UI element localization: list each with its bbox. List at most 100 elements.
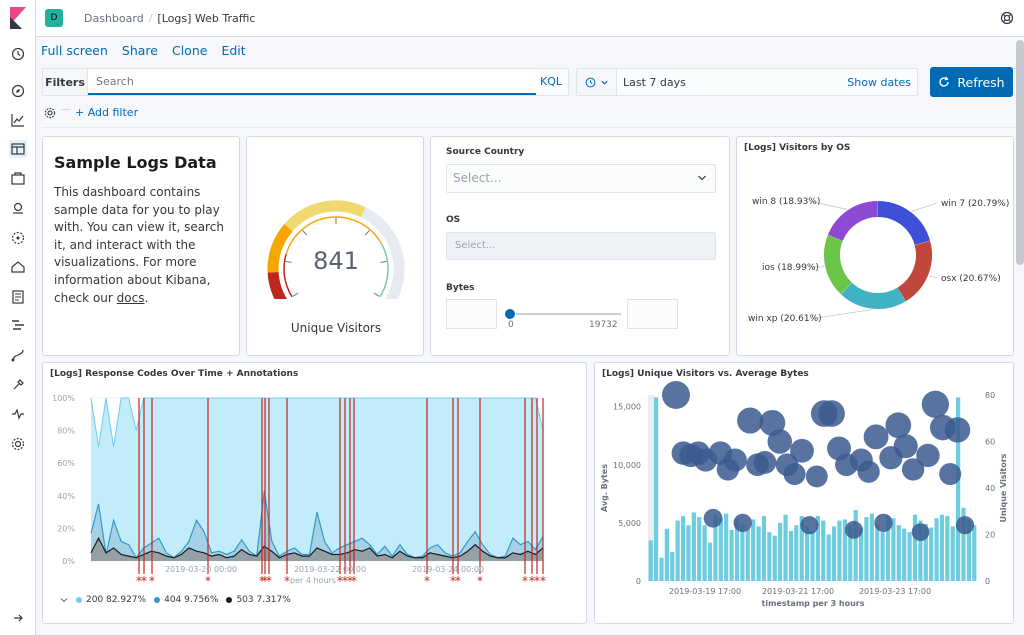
y-right-tick: 20 [985, 531, 995, 540]
search-input[interactable] [88, 69, 536, 95]
bar [945, 515, 950, 581]
share-button[interactable]: Share [121, 43, 158, 58]
bar [875, 524, 880, 581]
add-filter-button[interactable]: + Add filter [75, 106, 139, 119]
edit-button[interactable]: Edit [221, 43, 246, 58]
help-icon[interactable] [1000, 11, 1014, 25]
y-tick-label: 0% [62, 557, 75, 566]
annotation-marker: * [522, 574, 528, 588]
donut-leader [808, 309, 872, 320]
maps-icon[interactable] [9, 199, 27, 217]
ml-icon[interactable] [9, 229, 27, 247]
bar [918, 520, 923, 581]
logs-icon[interactable] [9, 288, 27, 306]
bar [783, 514, 788, 581]
breadcrumb-separator: / [148, 12, 153, 25]
donut-leader [928, 275, 938, 279]
annotation-marker: * [342, 574, 348, 588]
bar [648, 540, 653, 581]
markdown-text: This dashboard contains sample data for … [54, 185, 224, 305]
legend-label: 503 7.317% [236, 595, 291, 605]
slider-min-label: 0 [508, 320, 514, 330]
bar [702, 525, 707, 581]
bar [966, 520, 972, 581]
chevron-down-icon [698, 175, 706, 181]
bytes-slider-thumb[interactable] [504, 308, 516, 320]
y-left-tick: 10,000 [613, 461, 641, 470]
bar [858, 527, 864, 581]
bar [670, 551, 675, 581]
recently-viewed-icon[interactable] [9, 45, 27, 63]
dev-tools-icon[interactable] [9, 376, 27, 394]
kql-toggle[interactable]: KQL [540, 75, 562, 88]
legend-item-404[interactable]: 404 9.756% [154, 595, 218, 605]
markdown-period: . [144, 290, 149, 305]
x-tick-label: 2019-03-23 17:00 [859, 587, 931, 596]
clone-button[interactable]: Clone [171, 43, 208, 58]
bytes-max-input[interactable] [627, 299, 678, 329]
bar [864, 517, 869, 581]
bar [751, 519, 756, 581]
bar [837, 520, 842, 581]
monitoring-icon[interactable] [9, 405, 27, 423]
slice-label-osx: osx (20.67%) [941, 274, 1001, 284]
country-select[interactable]: Select... [446, 164, 716, 193]
docs-link[interactable]: docs [116, 290, 145, 305]
apm-icon[interactable] [9, 317, 27, 335]
bar [772, 535, 777, 581]
area-503 [91, 538, 543, 561]
clock-icon [585, 77, 595, 87]
gauge-chart [267, 200, 405, 299]
legend-swatch [226, 597, 233, 603]
y-right-tick: 40 [985, 484, 995, 493]
canvas-icon[interactable] [9, 170, 27, 188]
bar [902, 528, 907, 581]
page-scrollbar[interactable] [1016, 40, 1024, 265]
legend-item-200[interactable]: 200 82.927% [76, 595, 146, 605]
annotation-marker: * [540, 574, 546, 588]
quick-select-button[interactable] [577, 69, 617, 95]
expand-nav-icon[interactable] [12, 612, 24, 624]
gauge-inner-band [283, 253, 293, 298]
management-icon[interactable] [9, 435, 27, 453]
refresh-button[interactable]: Refresh [930, 67, 1013, 97]
os-select[interactable]: Select... [446, 232, 716, 260]
annotation-marker: * [351, 574, 357, 588]
scatter-point [955, 516, 975, 535]
bar [956, 397, 961, 581]
chevron-down-icon[interactable] [60, 596, 68, 604]
infrastructure-icon[interactable] [9, 258, 27, 276]
bytes-min-input[interactable] [446, 299, 497, 329]
uptime-icon[interactable] [9, 346, 27, 364]
bar [691, 512, 696, 581]
gauge-label: Unique Visitors [290, 321, 382, 335]
bar [848, 525, 853, 581]
bar [724, 513, 729, 581]
space-avatar[interactable]: D [45, 9, 63, 27]
full-screen-button[interactable]: Full screen [41, 43, 108, 58]
breadcrumb-dashboard[interactable]: Dashboard [84, 12, 144, 25]
kibana-logo[interactable] [8, 7, 28, 29]
legend-item-503[interactable]: 503 7.317% [226, 595, 291, 605]
dashboard-icon[interactable] [9, 140, 27, 158]
time-range[interactable]: Last 7 days [623, 76, 686, 89]
bar [799, 515, 804, 581]
annotation-marker: * [136, 574, 142, 588]
discover-icon[interactable] [9, 82, 27, 100]
scatter-point [857, 460, 880, 483]
gear-icon[interactable] [44, 107, 56, 119]
bytes-slider-track[interactable] [511, 313, 621, 315]
scatter-point [893, 434, 918, 459]
bar [664, 528, 669, 581]
gauge-tick [373, 292, 380, 297]
bar [923, 524, 928, 581]
gauge-tick [302, 230, 307, 236]
y-right-tick: 60 [985, 438, 995, 447]
show-dates-button[interactable]: Show dates [847, 76, 911, 89]
bar [794, 525, 799, 581]
bar [934, 518, 939, 581]
chevron-down-icon [600, 80, 608, 85]
gauge-segment [284, 200, 366, 232]
visualize-icon[interactable] [9, 111, 27, 129]
x-axis-label: timestamp per 3 hours [762, 599, 865, 608]
